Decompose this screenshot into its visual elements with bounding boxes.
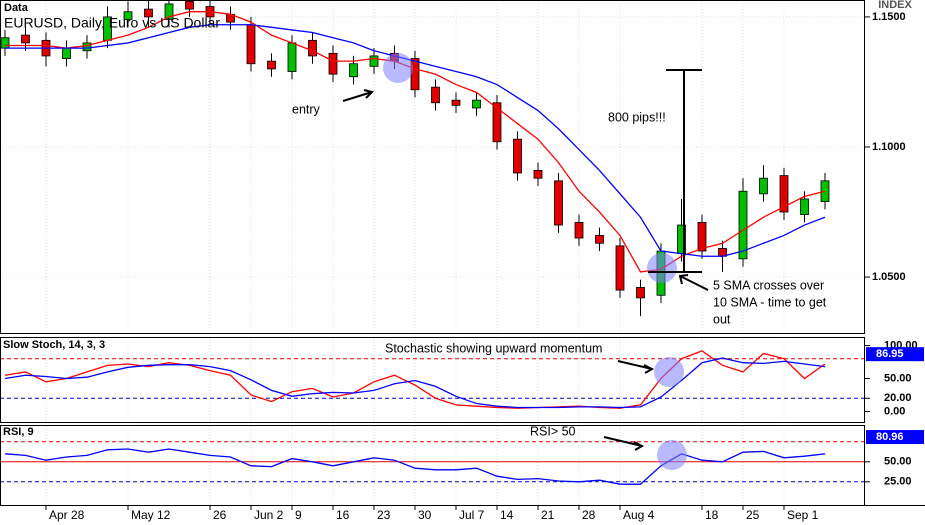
current-value: 80.96 — [876, 431, 904, 443]
stoch-panel — [0, 337, 865, 422]
candle-body — [308, 39, 317, 57]
x-tick-label: 30 — [418, 508, 432, 522]
x-tick-label: Sep 1 — [787, 508, 819, 522]
candle-body — [451, 99, 461, 106]
annotation: RSI> 50 — [530, 424, 576, 438]
candle-body — [779, 175, 789, 213]
candle-body — [144, 8, 153, 18]
candle-body — [595, 235, 604, 244]
x-tick-label: 23 — [377, 508, 391, 522]
arrow — [603, 436, 645, 451]
candle-body — [615, 245, 625, 291]
current-value-box — [866, 430, 924, 445]
line-series — [4, 357, 826, 409]
highlight — [654, 357, 684, 387]
candle-body — [636, 287, 645, 299]
highlight — [647, 253, 677, 283]
y-tick-label: 50.00 — [884, 456, 912, 468]
panel-label: RSI, 9 — [3, 426, 34, 438]
panel-label: Slow Stoch, 14, 3, 3 — [3, 339, 105, 351]
panel-frame — [0, 337, 865, 423]
annotation: entry — [292, 102, 321, 116]
candle-body — [574, 222, 584, 239]
current-value: 86.95 — [876, 348, 904, 360]
annotation: Stochastic showing upward momentum — [385, 341, 602, 355]
y-tick-label: 1.1000 — [872, 141, 906, 153]
y-tick-label: 50.00 — [884, 372, 912, 384]
candle-body — [513, 138, 522, 174]
arrow — [342, 89, 374, 102]
annotation: 800 pips!!! — [608, 110, 666, 124]
x-tick-label: 26 — [213, 508, 227, 522]
candle-body — [82, 42, 92, 52]
axis-label: INDEX — [878, 0, 912, 11]
arrow — [617, 360, 655, 374]
y-tick-label: 0.00 — [884, 405, 905, 417]
x-tick-label: Jul 7 — [459, 508, 485, 522]
candle-body — [492, 102, 502, 143]
y-tick-label: 25.00 — [884, 476, 912, 488]
chart-title: EURUSD, Daily, Euro vs US Dollar — [4, 15, 220, 31]
x-tick-label: 25 — [746, 508, 760, 522]
label-box — [1, 1, 31, 15]
candle-body — [287, 42, 297, 72]
range-line — [648, 69, 702, 273]
x-tick-label: 21 — [541, 508, 555, 522]
arrow — [678, 274, 709, 291]
panel-label: Data — [4, 2, 29, 14]
candle-body — [164, 3, 174, 20]
x-tick-label: May 12 — [131, 508, 171, 522]
annotation: 5 SMA crosses over — [713, 278, 824, 292]
candle-body — [369, 55, 379, 67]
candle-body — [246, 24, 256, 65]
highlight — [657, 440, 687, 470]
x-tick-label: 18 — [705, 508, 719, 522]
candle-body — [0, 37, 10, 49]
candle-body — [349, 63, 358, 78]
candle-body — [533, 170, 543, 179]
line-series — [5, 24, 826, 257]
candle-body — [123, 11, 133, 20]
annotations: entry 800 pips!!! 5 SMA crosses over 10 … — [292, 53, 827, 470]
x-tick-label: 16 — [336, 508, 350, 522]
y-tick-label: 20.00 — [884, 392, 912, 404]
line-series — [4, 448, 826, 485]
candle-body — [21, 34, 30, 44]
candle-body — [759, 177, 768, 195]
candle-body — [185, 0, 194, 10]
panel-frame — [0, 0, 865, 334]
candle-body — [431, 86, 440, 104]
x-tick-label: Aug 4 — [623, 508, 655, 522]
candle-body — [554, 180, 563, 226]
candle-body — [328, 52, 338, 75]
candle-body — [62, 47, 71, 59]
annotation: out — [713, 312, 731, 326]
axes: Apr 28 May 12 26 Jun 2 9 16 23 30 Jul 7 14 21 28 Aug… — [45, 11, 924, 522]
candle-body — [697, 222, 707, 252]
candle-body — [472, 99, 481, 109]
price-panel — [0, 0, 865, 333]
candle-body — [267, 60, 276, 70]
annotation: 10 SMA - time to get — [713, 295, 827, 309]
current-value-box — [866, 347, 924, 362]
line-series — [5, 11, 826, 273]
y-tick-label: 1.0500 — [872, 271, 906, 283]
highlight — [383, 53, 413, 83]
x-tick-label: 9 — [295, 508, 302, 522]
x-tick-label: Apr 28 — [49, 508, 85, 522]
rsi-panel — [0, 425, 865, 505]
x-tick-label: 28 — [582, 508, 596, 522]
candle-body — [800, 198, 809, 216]
candle-body — [738, 190, 748, 260]
x-tick-label: 14 — [500, 508, 514, 522]
y-tick-label: 1.1500 — [872, 11, 906, 23]
x-tick-label: Jun 2 — [254, 508, 284, 522]
